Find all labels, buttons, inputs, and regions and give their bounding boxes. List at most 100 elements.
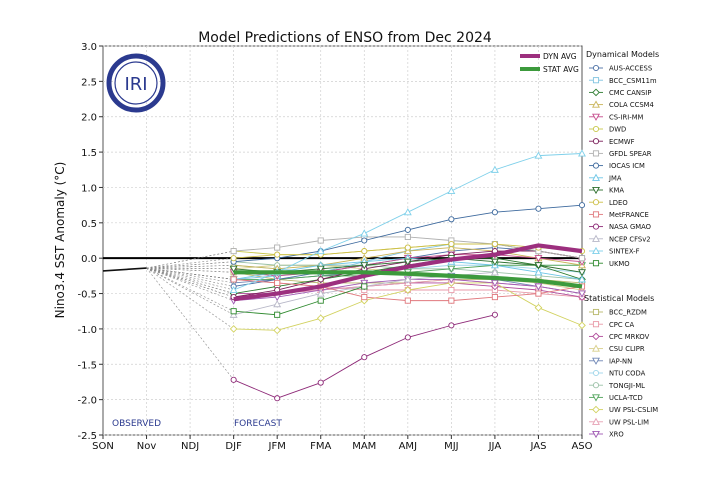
y-tick-label: 3.0 bbox=[81, 42, 97, 53]
legend-marker-csu-clipr bbox=[592, 344, 600, 352]
legend-label-cpc-ca: CPC CA bbox=[609, 321, 634, 329]
series-xro-point bbox=[490, 279, 499, 288]
series-ldeo-point bbox=[361, 248, 368, 255]
series-ecmwf-point bbox=[317, 276, 324, 283]
legend: DYN AVG STAT AVG Dynamical Models AUS-ACCES… bbox=[520, 50, 659, 439]
observed-label: OBSERVED bbox=[112, 419, 161, 429]
y-tick-label: 2.0 bbox=[81, 113, 97, 124]
legend-marker-cola-ccsm4 bbox=[592, 100, 600, 108]
legend-marker-ldeo bbox=[592, 199, 600, 206]
legend-label-ldeo: LDEO bbox=[609, 199, 628, 207]
legend-marker-ucla-tcd bbox=[592, 394, 600, 402]
fan-line-sintex-f bbox=[146, 267, 234, 291]
legend-marker-cpc-ca bbox=[592, 321, 600, 328]
series-nasa-gmao-point bbox=[317, 379, 324, 386]
y-tick-label: -2.5 bbox=[77, 431, 97, 442]
series-cola-ccsm4-point bbox=[403, 246, 412, 255]
x-tick-label: SON bbox=[92, 441, 114, 452]
series-gfdl-spear-point bbox=[274, 244, 281, 251]
legend-label-cola-ccsm4: COLA CCSM4 bbox=[609, 101, 654, 109]
series-ukmo-line bbox=[233, 286, 365, 316]
legend-dynamical-title: Dynamical Models bbox=[586, 50, 659, 59]
legend-label-dwd: DWD bbox=[609, 126, 626, 134]
fan-line-cpc-mrkov bbox=[146, 267, 234, 294]
y-tick-label: -1.5 bbox=[77, 360, 97, 371]
series-metfrance-point bbox=[230, 276, 237, 283]
series-xro-point bbox=[534, 283, 543, 291]
legend-marker-bcc-csm11m bbox=[592, 77, 600, 84]
plot-area: -2.5 -2.0 -1.5 -1.0 -0.5 0.0 0.5 1.0 1.5 2.0 2.5 3.… bbox=[77, 42, 592, 452]
series-cpc-ca-point bbox=[448, 286, 455, 294]
legend-marker-cpc-mrkov bbox=[592, 332, 600, 341]
series-metfrance-point bbox=[274, 279, 281, 286]
fan-line-uw-psl-lim bbox=[146, 267, 234, 298]
series-ncep-cfsv2-point bbox=[316, 289, 325, 297]
y-tick-label: 0.5 bbox=[81, 219, 97, 230]
series-sintex-f-point bbox=[447, 186, 456, 195]
series-cs-iri-mm-point bbox=[534, 255, 543, 263]
x-tick-label: MJJ bbox=[444, 441, 459, 452]
legend-label-kma: KMA bbox=[609, 187, 624, 195]
fan-line-ukmo bbox=[146, 267, 234, 312]
series-stat-avg-line bbox=[233, 270, 583, 289]
forecast-label: FORECAST bbox=[234, 419, 282, 429]
series-iocas-icm-point bbox=[491, 209, 498, 216]
series-kma-point bbox=[578, 269, 586, 277]
series-ukmo-point bbox=[230, 308, 237, 315]
series-ucla-tcd-point bbox=[447, 265, 456, 273]
series-iocas-icm-point bbox=[404, 226, 411, 233]
plot-frame bbox=[102, 45, 583, 436]
legend-marker-sintex-f bbox=[592, 246, 600, 255]
series-gfdl-spear-point bbox=[230, 248, 237, 255]
legend-statistical-title: Statistical Models bbox=[584, 294, 654, 303]
series-kma-point bbox=[360, 262, 369, 270]
series-ldeo-point bbox=[274, 251, 281, 258]
legend-label-sintex-f: SINTEX-F bbox=[609, 248, 640, 256]
series-gfdl-spear-point bbox=[317, 237, 324, 244]
x-tick-label: FMA bbox=[310, 441, 331, 452]
legend-marker-tongji-ml bbox=[592, 382, 600, 389]
legend-marker-nasa-gmao bbox=[592, 223, 600, 230]
fan-line-ncep-cfsv2 bbox=[146, 267, 234, 316]
y-tick-label: -0.5 bbox=[77, 290, 97, 301]
legend-label-cpc-mrkov: CPC MRKOV bbox=[609, 333, 650, 341]
legend-marker-metfrance bbox=[592, 211, 600, 218]
series-jma-point bbox=[534, 268, 543, 276]
series-metfrance-point bbox=[448, 297, 455, 304]
series-iocas-icm-point bbox=[578, 202, 586, 209]
series-iocas-icm-point bbox=[535, 205, 542, 212]
y-tick-label: 1.5 bbox=[81, 148, 97, 159]
legend-label-bcc-csm11m: BCC_CSM11m bbox=[609, 77, 657, 85]
series-ncep-cfsv2-point bbox=[490, 268, 499, 276]
fan-line-aus-access bbox=[146, 267, 234, 287]
series-ncep-cfsv2-point bbox=[229, 310, 238, 318]
legend-label-xro: XRO bbox=[609, 431, 624, 439]
series-sintex-f-point bbox=[578, 149, 586, 157]
series-cola-ccsm4-point bbox=[447, 243, 456, 251]
legend-marker-ntu-coda bbox=[592, 369, 600, 377]
legend-marker-ecmwf bbox=[592, 138, 600, 145]
fan-line-uw-psl-cslim bbox=[146, 267, 234, 330]
legend-label-csu-clipr: CSU CLIPR bbox=[609, 345, 645, 353]
series-sintex-f-point bbox=[316, 246, 325, 255]
series-dyn-avg-line bbox=[233, 243, 583, 302]
series-ldeo-point bbox=[491, 240, 498, 248]
legend-marker-aus-access bbox=[592, 64, 600, 72]
x-tick-label: JJA bbox=[488, 441, 502, 452]
fan-line-ucla-tcd bbox=[146, 267, 234, 280]
x-tick-label: AMJ bbox=[399, 441, 417, 452]
series-kma-point bbox=[534, 262, 543, 270]
legend-marker-cs-iri-mm bbox=[592, 113, 600, 121]
series-iocas-icm-point bbox=[448, 216, 455, 223]
series-ldeo-point bbox=[404, 244, 411, 251]
fan-line-iap-nn bbox=[146, 267, 234, 284]
fan-line-ldeo bbox=[146, 257, 234, 269]
series-sintex-f-point bbox=[490, 165, 499, 173]
fan-line-tongji-ml bbox=[146, 261, 234, 269]
y-tick-label: 0.0 bbox=[81, 254, 97, 265]
legend-marker-jma bbox=[592, 173, 600, 181]
y-tick-label: 2.5 bbox=[81, 77, 97, 88]
legend-label-jma: JMA bbox=[608, 174, 622, 182]
series-sintex-f-point bbox=[229, 285, 238, 294]
